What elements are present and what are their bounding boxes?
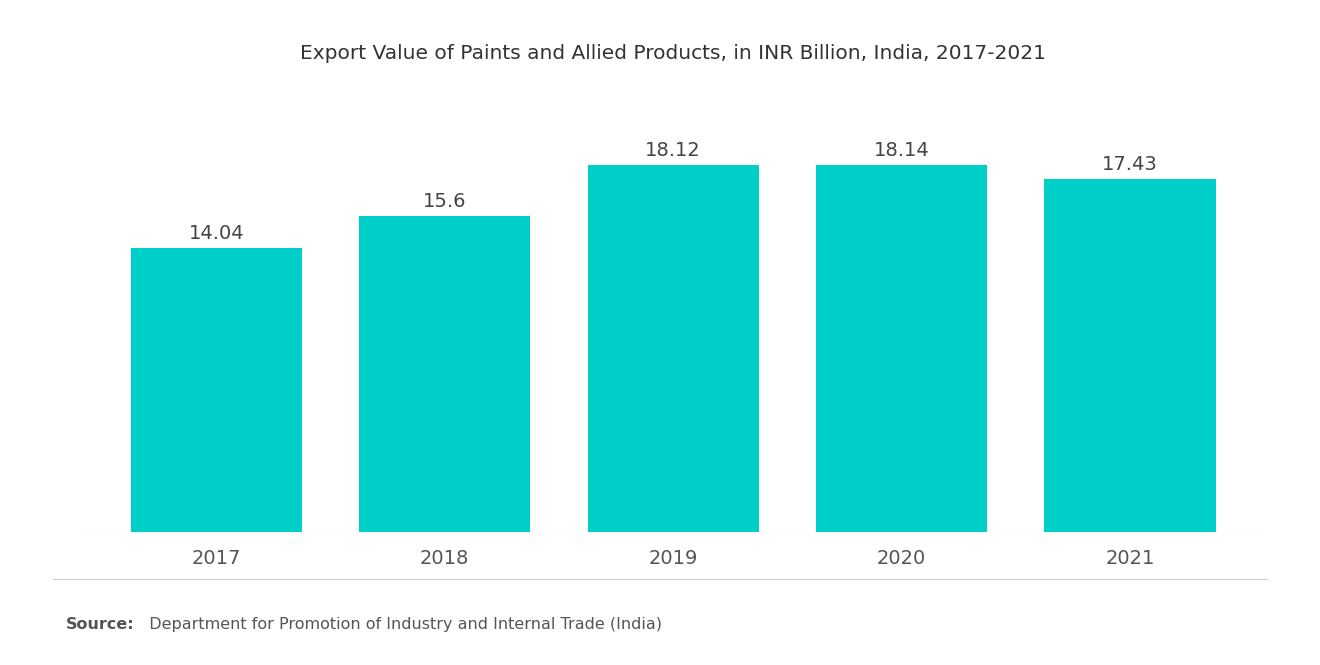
Bar xyxy=(816,165,987,532)
Title: Export Value of Paints and Allied Products, in INR Billion, India, 2017-2021: Export Value of Paints and Allied Produc… xyxy=(300,44,1047,63)
Text: 15.6: 15.6 xyxy=(422,192,466,211)
Text: 18.12: 18.12 xyxy=(645,141,701,160)
Bar xyxy=(131,247,302,532)
Text: 14.04: 14.04 xyxy=(189,223,244,243)
Text: 18.14: 18.14 xyxy=(874,140,929,160)
Text: 17.43: 17.43 xyxy=(1102,155,1158,174)
Bar xyxy=(587,165,759,532)
Text: Department for Promotion of Industry and Internal Trade (India): Department for Promotion of Industry and… xyxy=(139,616,661,632)
Bar xyxy=(359,216,531,532)
Text: Source:: Source: xyxy=(66,616,135,632)
Bar xyxy=(1044,179,1216,532)
